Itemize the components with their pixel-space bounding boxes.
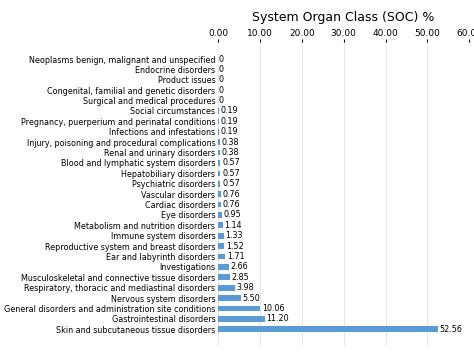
Text: 0.38: 0.38: [221, 148, 239, 157]
Text: 1.52: 1.52: [226, 241, 244, 251]
Text: 0.95: 0.95: [224, 210, 241, 220]
Text: 52.56: 52.56: [440, 325, 463, 334]
Text: 0: 0: [219, 96, 224, 105]
Bar: [218, 119, 219, 124]
Bar: [218, 295, 241, 301]
Bar: [218, 222, 223, 228]
Text: 0.19: 0.19: [220, 117, 238, 126]
Bar: [218, 212, 222, 218]
Text: 0.76: 0.76: [223, 190, 240, 199]
Text: 0.57: 0.57: [222, 169, 240, 178]
Title: System Organ Class (SOC) %: System Organ Class (SOC) %: [253, 11, 435, 24]
Text: 11.20: 11.20: [266, 315, 289, 323]
Bar: [218, 139, 219, 145]
Text: 1.33: 1.33: [225, 231, 243, 240]
Text: 1.14: 1.14: [225, 221, 242, 230]
Text: 0.76: 0.76: [223, 200, 240, 209]
Bar: [218, 254, 225, 259]
Text: 1.71: 1.71: [227, 252, 245, 261]
Text: 5.50: 5.50: [243, 294, 261, 303]
Text: 0: 0: [219, 65, 224, 74]
Bar: [218, 264, 229, 270]
Text: 0.38: 0.38: [221, 138, 239, 147]
Text: 0: 0: [219, 54, 224, 64]
Bar: [218, 129, 219, 134]
Bar: [218, 170, 220, 176]
Text: 2.66: 2.66: [231, 262, 248, 271]
Text: 2.85: 2.85: [232, 273, 249, 282]
Bar: [218, 181, 220, 187]
Text: 0.19: 0.19: [220, 107, 238, 115]
Bar: [218, 306, 260, 311]
Text: 0.19: 0.19: [220, 127, 238, 136]
Bar: [218, 285, 235, 291]
Bar: [218, 233, 224, 239]
Text: 3.98: 3.98: [237, 283, 254, 292]
Bar: [218, 150, 219, 155]
Bar: [218, 160, 220, 166]
Text: 0: 0: [219, 75, 224, 84]
Bar: [218, 202, 221, 208]
Text: 0: 0: [219, 86, 224, 95]
Text: 0.57: 0.57: [222, 179, 240, 188]
Bar: [218, 191, 221, 197]
Bar: [218, 316, 265, 322]
Bar: [218, 327, 438, 332]
Bar: [218, 243, 224, 249]
Bar: [218, 274, 230, 280]
Bar: [218, 108, 219, 114]
Text: 10.06: 10.06: [262, 304, 284, 313]
Text: 0.57: 0.57: [222, 158, 240, 167]
